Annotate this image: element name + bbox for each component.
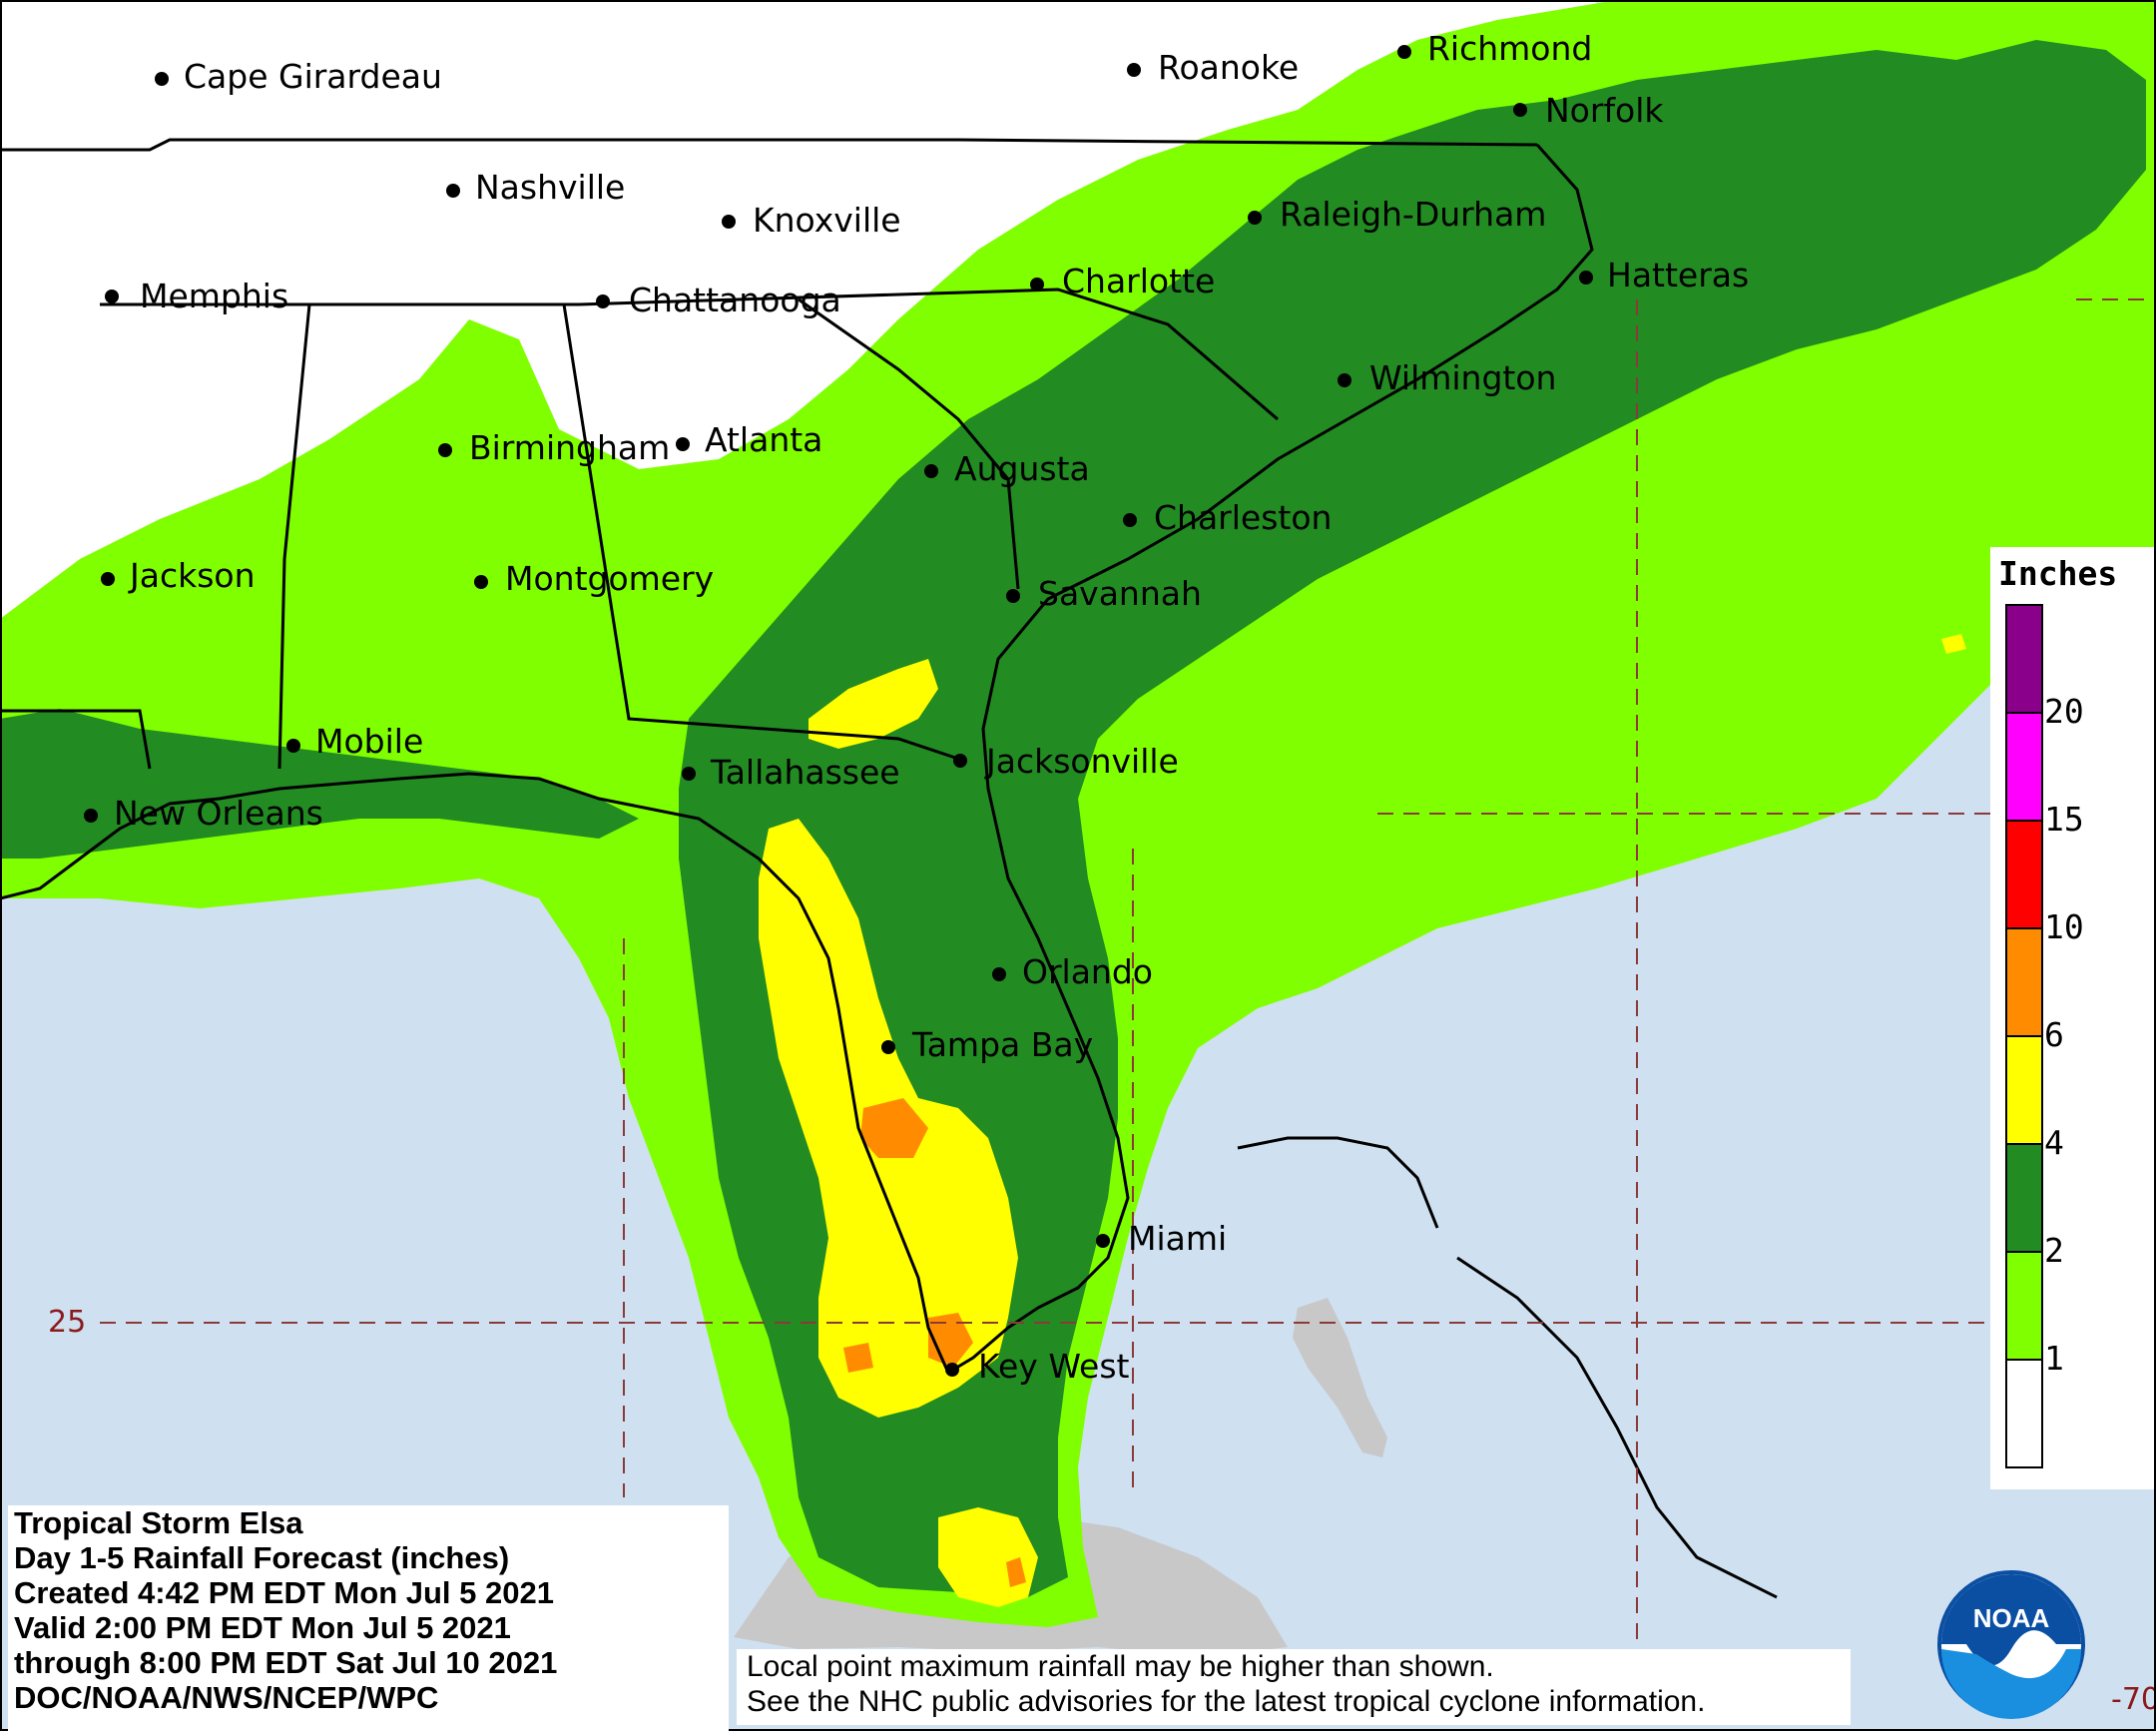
city-label: New Orleans: [114, 794, 323, 833]
rain-6in-d: [1006, 1557, 1026, 1587]
lat-label-25: 25: [48, 1305, 86, 1340]
city-label: Orlando: [1022, 952, 1153, 991]
disclaimer-line-1: Local point maximum rainfall may be high…: [747, 1650, 1494, 1683]
city-label: Hatteras: [1607, 256, 1749, 294]
city-label: Richmond: [1427, 29, 1592, 68]
city-dot: [101, 572, 115, 586]
city-label: Charleston: [1154, 498, 1332, 537]
city-label: Charlotte: [1062, 262, 1215, 300]
city-label: Montgomery: [505, 559, 714, 598]
rain-2in-gulf-coast: [0, 709, 639, 859]
city-label: Tampa Bay: [911, 1025, 1093, 1064]
coastlines: [0, 144, 1778, 1599]
city-label: Atlanta: [705, 420, 822, 459]
legend-swatch: [2005, 1035, 2043, 1145]
rain-4in-georgia: [808, 659, 938, 749]
disclaimer-line-2: See the NHC public advisories for the la…: [747, 1685, 1706, 1718]
city-label: Birmingham: [469, 428, 670, 467]
city-label: Key West: [978, 1347, 1130, 1386]
city-dot: [953, 754, 967, 768]
legend-tick-label: 4: [2044, 1123, 2064, 1162]
rain-6in-c: [843, 1343, 873, 1373]
city-dot: [945, 1363, 959, 1377]
legend-tick-label: 1: [2044, 1339, 2064, 1378]
city-dot: [286, 739, 300, 753]
source-agency: DOC/NOAA/NWS/NCEP/WPC: [14, 1680, 439, 1715]
valid-start: Valid 2:00 PM EDT Mon Jul 5 2021: [14, 1610, 511, 1645]
city-dot: [722, 215, 736, 229]
city-dot: [1123, 513, 1137, 527]
legend: Inches 1 2 4 6 10 15 20: [1990, 547, 2156, 1489]
city-dot: [924, 464, 938, 478]
andros-island: [1293, 1298, 1387, 1457]
city-dot: [596, 294, 610, 308]
state-borders: [0, 138, 1538, 770]
rain-6in-a: [860, 1098, 928, 1158]
city-dot: [84, 809, 98, 823]
legend-swatch: [2005, 1251, 2043, 1361]
lon-label-70: -70: [2111, 1682, 2156, 1717]
city-dot: [992, 967, 1006, 981]
city-label: Norfolk: [1545, 91, 1664, 130]
legend-swatch: [2005, 712, 2043, 822]
city-label: Jacksonville: [984, 742, 1179, 781]
city-label: Nashville: [475, 168, 625, 207]
city-dot: [1096, 1234, 1110, 1248]
city-label: Memphis: [140, 277, 288, 315]
city-dot: [155, 72, 169, 86]
city-dot: [1579, 271, 1593, 285]
legend-swatch: [2005, 1359, 2043, 1468]
city-dot: [1248, 211, 1262, 225]
legend-tick-label: 6: [2044, 1015, 2064, 1054]
city-dot: [1513, 103, 1527, 117]
city-dot: [474, 575, 488, 589]
city-dot: [1338, 373, 1351, 387]
created-time: Created 4:42 PM EDT Mon Jul 5 2021: [14, 1575, 554, 1610]
city-dot: [682, 767, 696, 781]
city-label: Chattanooga: [629, 281, 841, 319]
city-label: Cape Girardeau: [184, 57, 442, 96]
city-label: Miami: [1128, 1219, 1227, 1258]
city-dot: [1006, 589, 1020, 603]
city-label: Knoxville: [753, 201, 901, 240]
city-label: Roanoke: [1158, 48, 1299, 87]
city-label: Mobile: [315, 722, 423, 761]
legend-swatch: [2005, 927, 2043, 1037]
city-label: Raleigh-Durham: [1280, 195, 1546, 234]
city-dot: [1030, 278, 1044, 291]
city-label: Jackson: [128, 556, 256, 595]
city-dot: [1127, 63, 1141, 77]
legend-title: Inches: [1998, 554, 2117, 593]
forecast-type: Day 1-5 Rainfall Forecast (inches): [14, 1540, 510, 1575]
city-dot: [881, 1040, 895, 1054]
legend-swatch: [2005, 604, 2043, 714]
city-label: Tallahassee: [710, 753, 900, 792]
legend-tick-label: 20: [2044, 692, 2084, 731]
cities: Cape Girardeau Roanoke Richmond Norfolk …: [84, 29, 1749, 1386]
storm-name: Tropical Storm Elsa: [14, 1505, 303, 1540]
city-dot: [438, 443, 452, 457]
legend-swatch: [2005, 1143, 2043, 1253]
noaa-logo-text: NOAA: [1973, 1603, 2050, 1633]
valid-end: through 8:00 PM EDT Sat Jul 10 2021: [14, 1645, 558, 1680]
noaa-logo: NOAA: [1937, 1570, 2085, 1719]
legend-tick-label: 10: [2044, 907, 2084, 946]
city-dot: [1397, 45, 1411, 59]
legend-tick-label: 15: [2044, 800, 2084, 839]
legend-tick-label: 2: [2044, 1231, 2064, 1270]
city-dot: [446, 184, 460, 198]
rain-4in-atlantic: [1941, 634, 1966, 654]
city-dot: [676, 437, 690, 451]
city-label: Augusta: [954, 449, 1090, 488]
city-label: Savannah: [1038, 574, 1202, 613]
city-label: Wilmington: [1369, 358, 1556, 397]
disclaimer-note: Local point maximum rainfall may be high…: [737, 1649, 1851, 1725]
latlon-grid: [100, 298, 2156, 1657]
city-dot: [105, 289, 119, 303]
forecast-info-box: Tropical Storm Elsa Day 1-5 Rainfall For…: [8, 1505, 729, 1731]
rain-2in: [679, 40, 2146, 1597]
legend-swatch: [2005, 820, 2043, 929]
